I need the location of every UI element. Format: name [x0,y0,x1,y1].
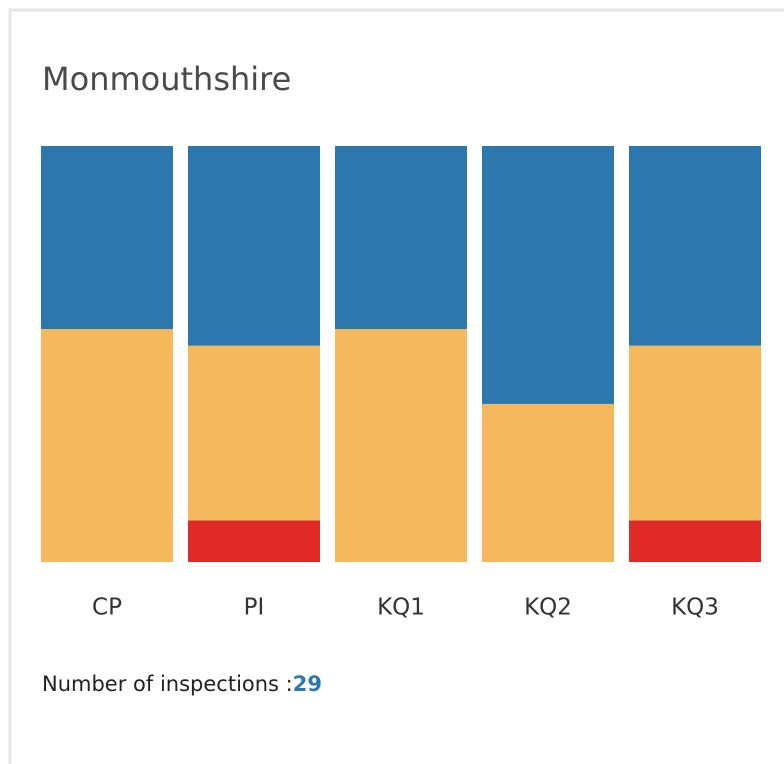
bar-segment [188,345,320,521]
footer-label-text: Number of inspections : [42,672,293,696]
chart-title: Monmouthshire [42,60,291,98]
footer-value: 29 [293,672,322,696]
x-tick-label: KQ2 [524,595,572,621]
x-tick-label: CP [92,595,122,621]
bar-segment [335,146,467,330]
x-tick-label: PI [244,595,265,621]
footer-label: Number of inspections :29 [42,672,322,696]
bar-segment [629,345,761,521]
bar-segment [629,520,761,562]
bar-segment [41,146,173,330]
bar-segment [41,329,173,562]
bar-segment [629,146,761,346]
bar-segment [188,146,320,346]
bar-segment [482,403,614,562]
bar-segment [188,520,320,562]
x-tick-label: KQ1 [377,595,425,621]
x-tick-label: KQ3 [671,595,719,621]
bar-segment [335,329,467,562]
bar-segment [482,146,614,404]
